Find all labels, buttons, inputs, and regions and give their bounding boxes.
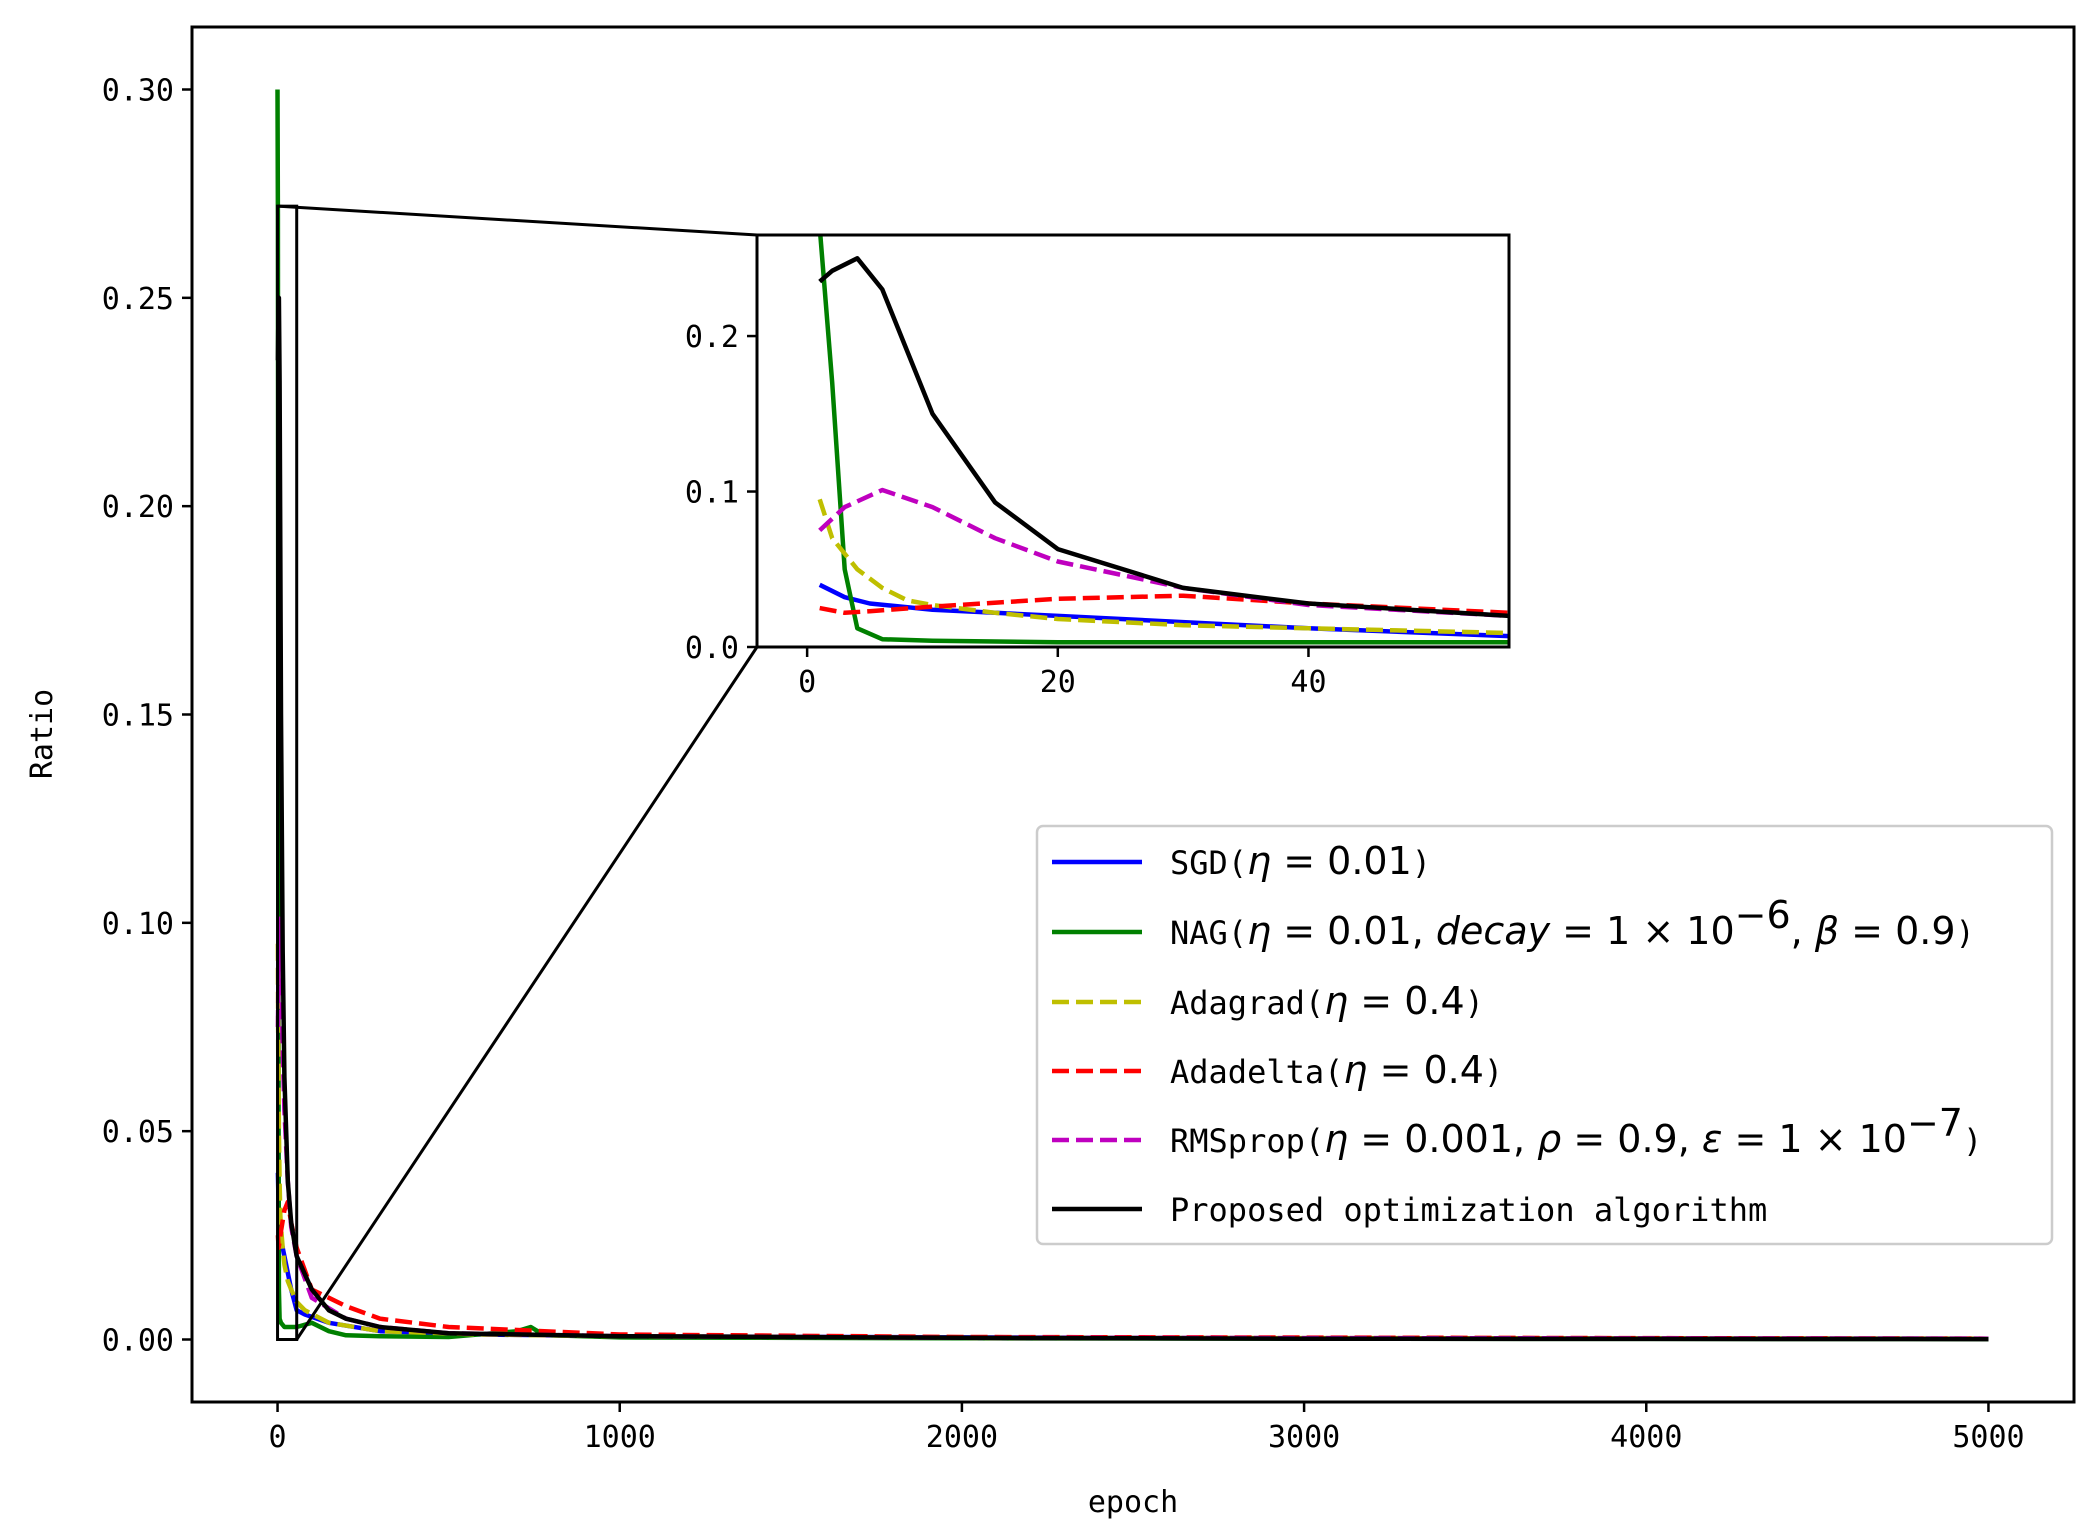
x-tick-label: 0 (269, 1420, 287, 1455)
y-tick-label: 0.25 (102, 282, 174, 317)
legend-label-adadelta: Adadelta(η = 0.4) (1170, 1048, 1503, 1092)
inset-x-tick-label: 0 (798, 665, 816, 700)
y-axis-title: Ratio (25, 689, 60, 779)
inset-series-line-rmsprop (818, 487, 1509, 619)
y-tick-label: 0.15 (102, 699, 174, 734)
inset-series-line-sgd (818, 582, 1509, 639)
inset-series-group (817, 235, 1509, 645)
inset-x-ticks: 0 20 40 (798, 647, 1327, 700)
inset-x-tick-label: 20 (1040, 665, 1076, 700)
x-axis-title: epoch (1088, 1485, 1178, 1520)
main-x-ticks: 0 1000 2000 3000 4000 5000 (269, 1402, 2025, 1455)
y-tick-label: 0.20 (102, 490, 174, 525)
inset-y-ticks: 0.0 0.1 0.2 (685, 320, 757, 666)
legend-frame (1035, 824, 2054, 1246)
x-tick-label: 1000 (584, 1420, 656, 1455)
x-tick-label: 3000 (1268, 1420, 1340, 1455)
series-line-proposed-optimization-algorithm (275, 295, 1989, 1342)
zoom-connector-bottom (295, 646, 759, 1341)
legend-label-rmsprop: RMSprop(η = 0.001, ρ = 0.9, ε = 1 × 10−7… (1170, 1101, 1982, 1161)
inset-y-tick-label: 0.2 (685, 320, 739, 355)
legend-label-proposed: Proposed optimization algorithm (1170, 1191, 1767, 1229)
legend-label-nag: NAG(η = 0.01, decay = 1 × 10−6, β = 0.9) (1170, 893, 1975, 953)
inset-x-tick-label: 40 (1290, 665, 1326, 700)
inset-series-line-proposed-optimization-algorithm (818, 256, 1509, 619)
legend-label-sgd: SGD(η = 0.01) (1170, 839, 1431, 883)
x-tick-label: 5000 (1952, 1420, 2024, 1455)
y-tick-label: 0.00 (102, 1324, 174, 1359)
inset-axes-frame (755, 233, 1511, 649)
inset-series-line-adagrad (817, 498, 1509, 636)
inset-background (757, 235, 1509, 647)
zoom-connector-top (277, 204, 758, 237)
inset-axes: 0 20 40 0.0 0.1 0.2 (685, 233, 1511, 700)
inset-y-tick-label: 0.1 (685, 476, 739, 511)
x-tick-label: 4000 (1610, 1420, 1682, 1455)
main-y-ticks: 0.00 0.05 0.10 0.15 0.20 0.25 0.30 (102, 74, 192, 1359)
inset-y-tick-label: 0.0 (685, 631, 739, 666)
x-tick-label: 2000 (926, 1420, 998, 1455)
legend: SGD(η = 0.01) NAG(η = 0.01, decay = 1 × … (1035, 824, 2054, 1246)
y-tick-label: 0.30 (102, 74, 174, 109)
y-tick-label: 0.10 (102, 907, 174, 942)
legend-label-adagrad: Adagrad(η = 0.4) (1170, 979, 1484, 1023)
zoom-indicator (276, 204, 759, 1342)
y-tick-label: 0.05 (102, 1115, 174, 1150)
